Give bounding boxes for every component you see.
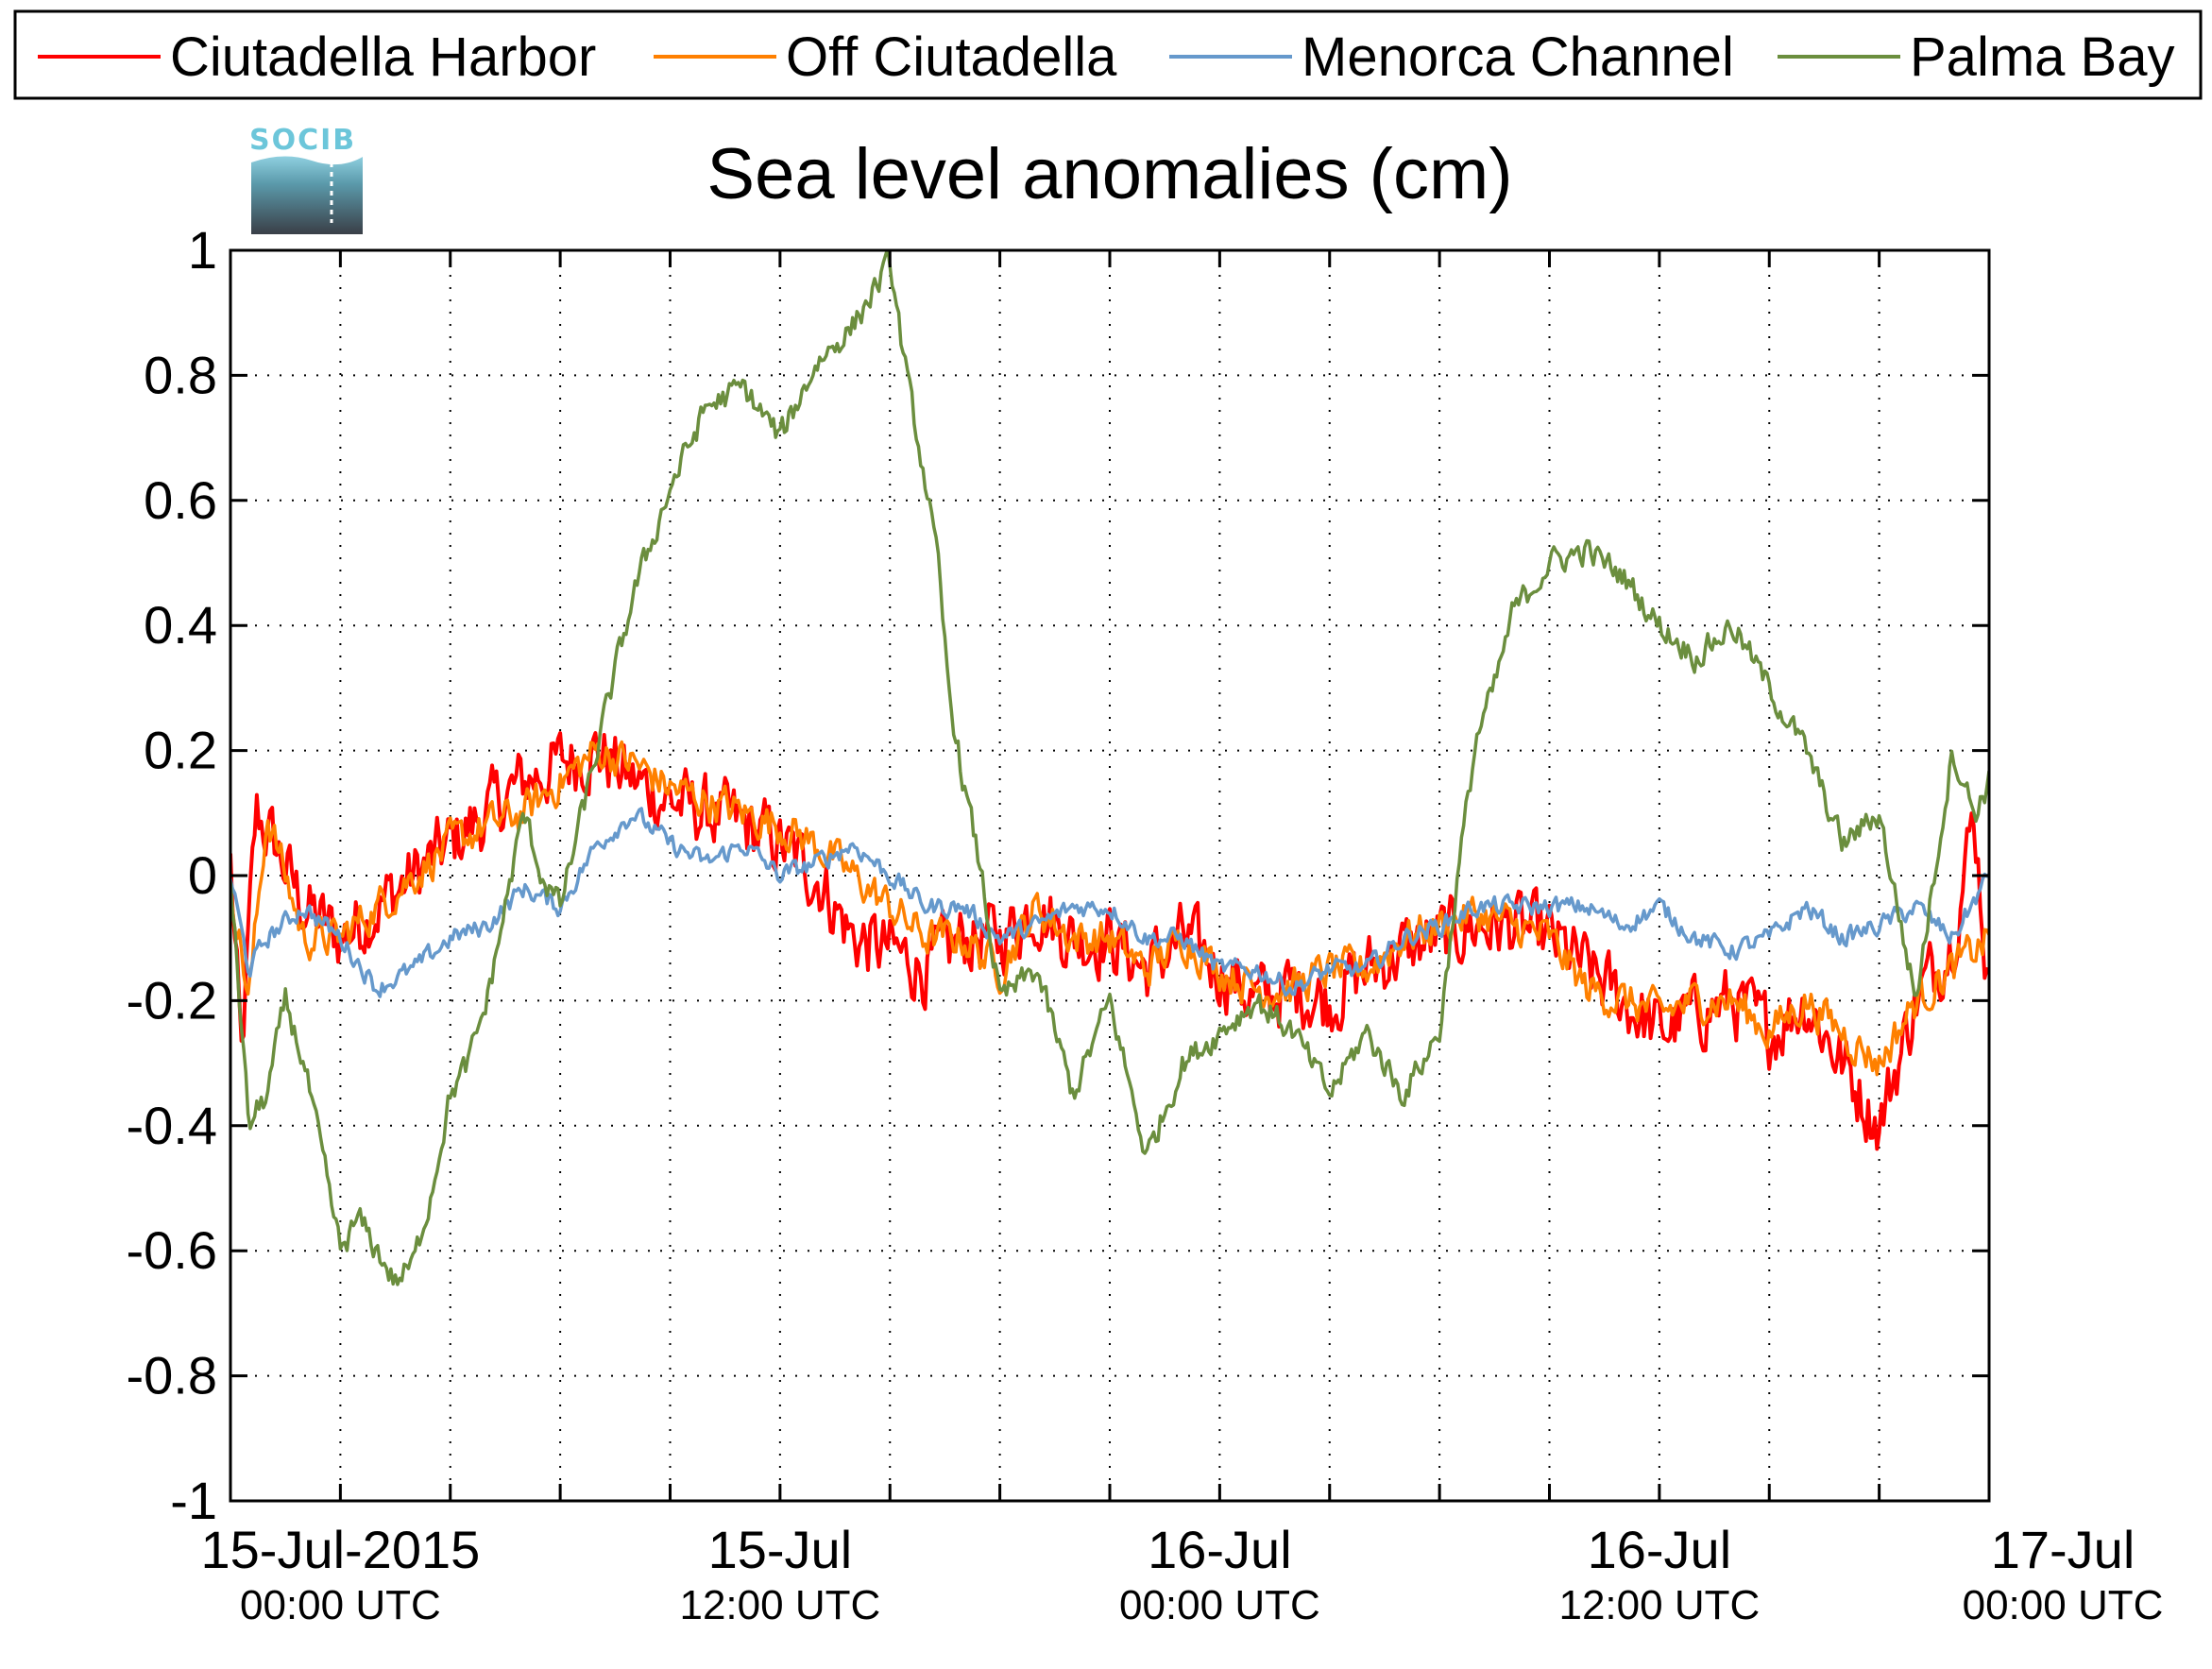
y-tick-label: 0.8 [144,345,217,404]
series-lines [230,250,1989,1286]
x-tick-sublabel: 00:00 UTC [240,1582,441,1628]
legend-label: Menorca Channel [1302,26,1734,88]
y-tick-label: 0.4 [144,595,217,655]
x-tick-label: 16-Jul [1588,1520,1732,1579]
y-tick-label: -0.8 [127,1346,218,1405]
x-tick-sublabel: 12:00 UTC [1558,1582,1760,1628]
y-tick-label: 1 [188,220,217,280]
x-tick-label: 17-Jul [1991,1520,2135,1579]
series-line-menorca-channel [230,807,1989,998]
x-tick-label: 15-Jul-2015 [201,1520,481,1579]
legend-label: Palma Bay [1910,26,2174,88]
legend-label: Off Ciutadella [786,26,1117,88]
series-line-palma-bay [230,250,1989,1286]
x-tick-sublabel: 12:00 UTC [679,1582,880,1628]
series-line-ciutadella-harbor [230,731,1989,1151]
socib-logo: SOCIB [249,124,363,234]
y-axis-labels: -1 -0.8 -0.6 -0.4 -0.2 0 0.2 0.4 0.6 0.8 1 [127,220,218,1530]
y-tick-label: -1 [170,1471,217,1530]
plot-frame [229,248,1991,1503]
grid [230,250,1989,1501]
y-tick-label: 0 [188,845,217,905]
y-tick-label: -0.4 [127,1096,218,1155]
x-tick-sublabel: 00:00 UTC [1119,1582,1320,1628]
legend-label: Ciutadella Harbor [170,26,596,88]
axis-ticks [229,248,1991,1503]
y-tick-label: 0.6 [144,470,217,530]
svg-text:SOCIB: SOCIB [249,124,356,157]
x-tick-label: 15-Jul [708,1520,853,1579]
y-tick-label: -0.6 [127,1220,218,1280]
x-tick-sublabel: 00:00 UTC [1963,1582,2164,1628]
x-tick-label: 16-Jul [1148,1520,1292,1579]
legend: Ciutadella Harbor Off Ciutadella Menorca C… [38,26,2174,88]
chart-title: Sea level anomalies (cm) [706,134,1512,214]
y-tick-label: 0.2 [144,721,217,780]
y-tick-label: -0.2 [127,970,218,1030]
